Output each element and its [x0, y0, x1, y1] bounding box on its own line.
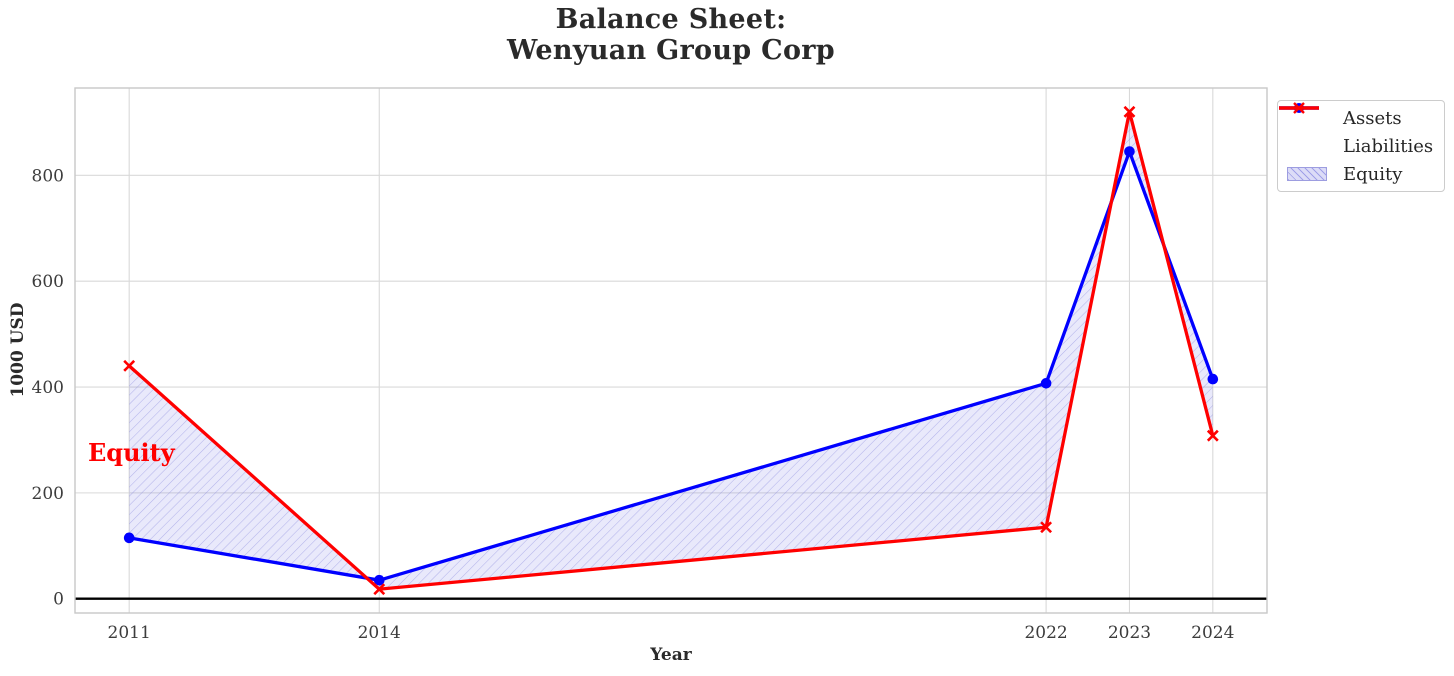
equity-patch-icon: [1287, 167, 1329, 181]
x-axis-label: Year: [650, 645, 692, 665]
y-tick-label: 0: [53, 590, 64, 610]
legend-item-equity: Equity: [1287, 160, 1435, 188]
assets-marker: [1124, 146, 1135, 157]
equity-fill-hatch: [129, 111, 1213, 590]
equity-annotation: Equity: [88, 438, 175, 467]
y-tick-label: 200: [32, 484, 64, 504]
legend-item-liabilities: Liabilities: [1279, 102, 1435, 160]
y-tick-label: 800: [32, 166, 64, 186]
x-tick-label: 2022: [1024, 623, 1067, 643]
legend-label-equity: Equity: [1343, 163, 1403, 185]
chart-title: Balance Sheet: Wenyuan Group Corp: [507, 4, 835, 66]
assets-marker: [373, 574, 385, 586]
legend: Assets Liabilities Equity: [1277, 100, 1445, 192]
plot-border: [74, 87, 1268, 614]
liabilities-marker: [123, 359, 136, 372]
legend-label-liabilities: Liabilities: [1343, 135, 1434, 157]
assets-marker: [1040, 378, 1052, 389]
liabilities-marker: [373, 583, 386, 596]
y-axis-label: 1000 USD: [8, 302, 28, 398]
liabilities-marker: [1040, 521, 1053, 534]
x-tick-label: 2024: [1191, 623, 1234, 643]
x-tick-label: 2014: [358, 623, 401, 643]
assets-marker: [123, 532, 135, 544]
legend-label-assets: Assets: [1343, 107, 1402, 129]
y-tick-label: 600: [32, 272, 64, 292]
liabilities-marker: [1206, 429, 1219, 442]
assets-marker: [1207, 373, 1219, 385]
x-tick-label: 2011: [108, 623, 151, 643]
y-tick-label: 400: [32, 378, 64, 398]
x-tick-label: 2023: [1108, 623, 1151, 643]
liabilities-marker: [1123, 105, 1136, 118]
